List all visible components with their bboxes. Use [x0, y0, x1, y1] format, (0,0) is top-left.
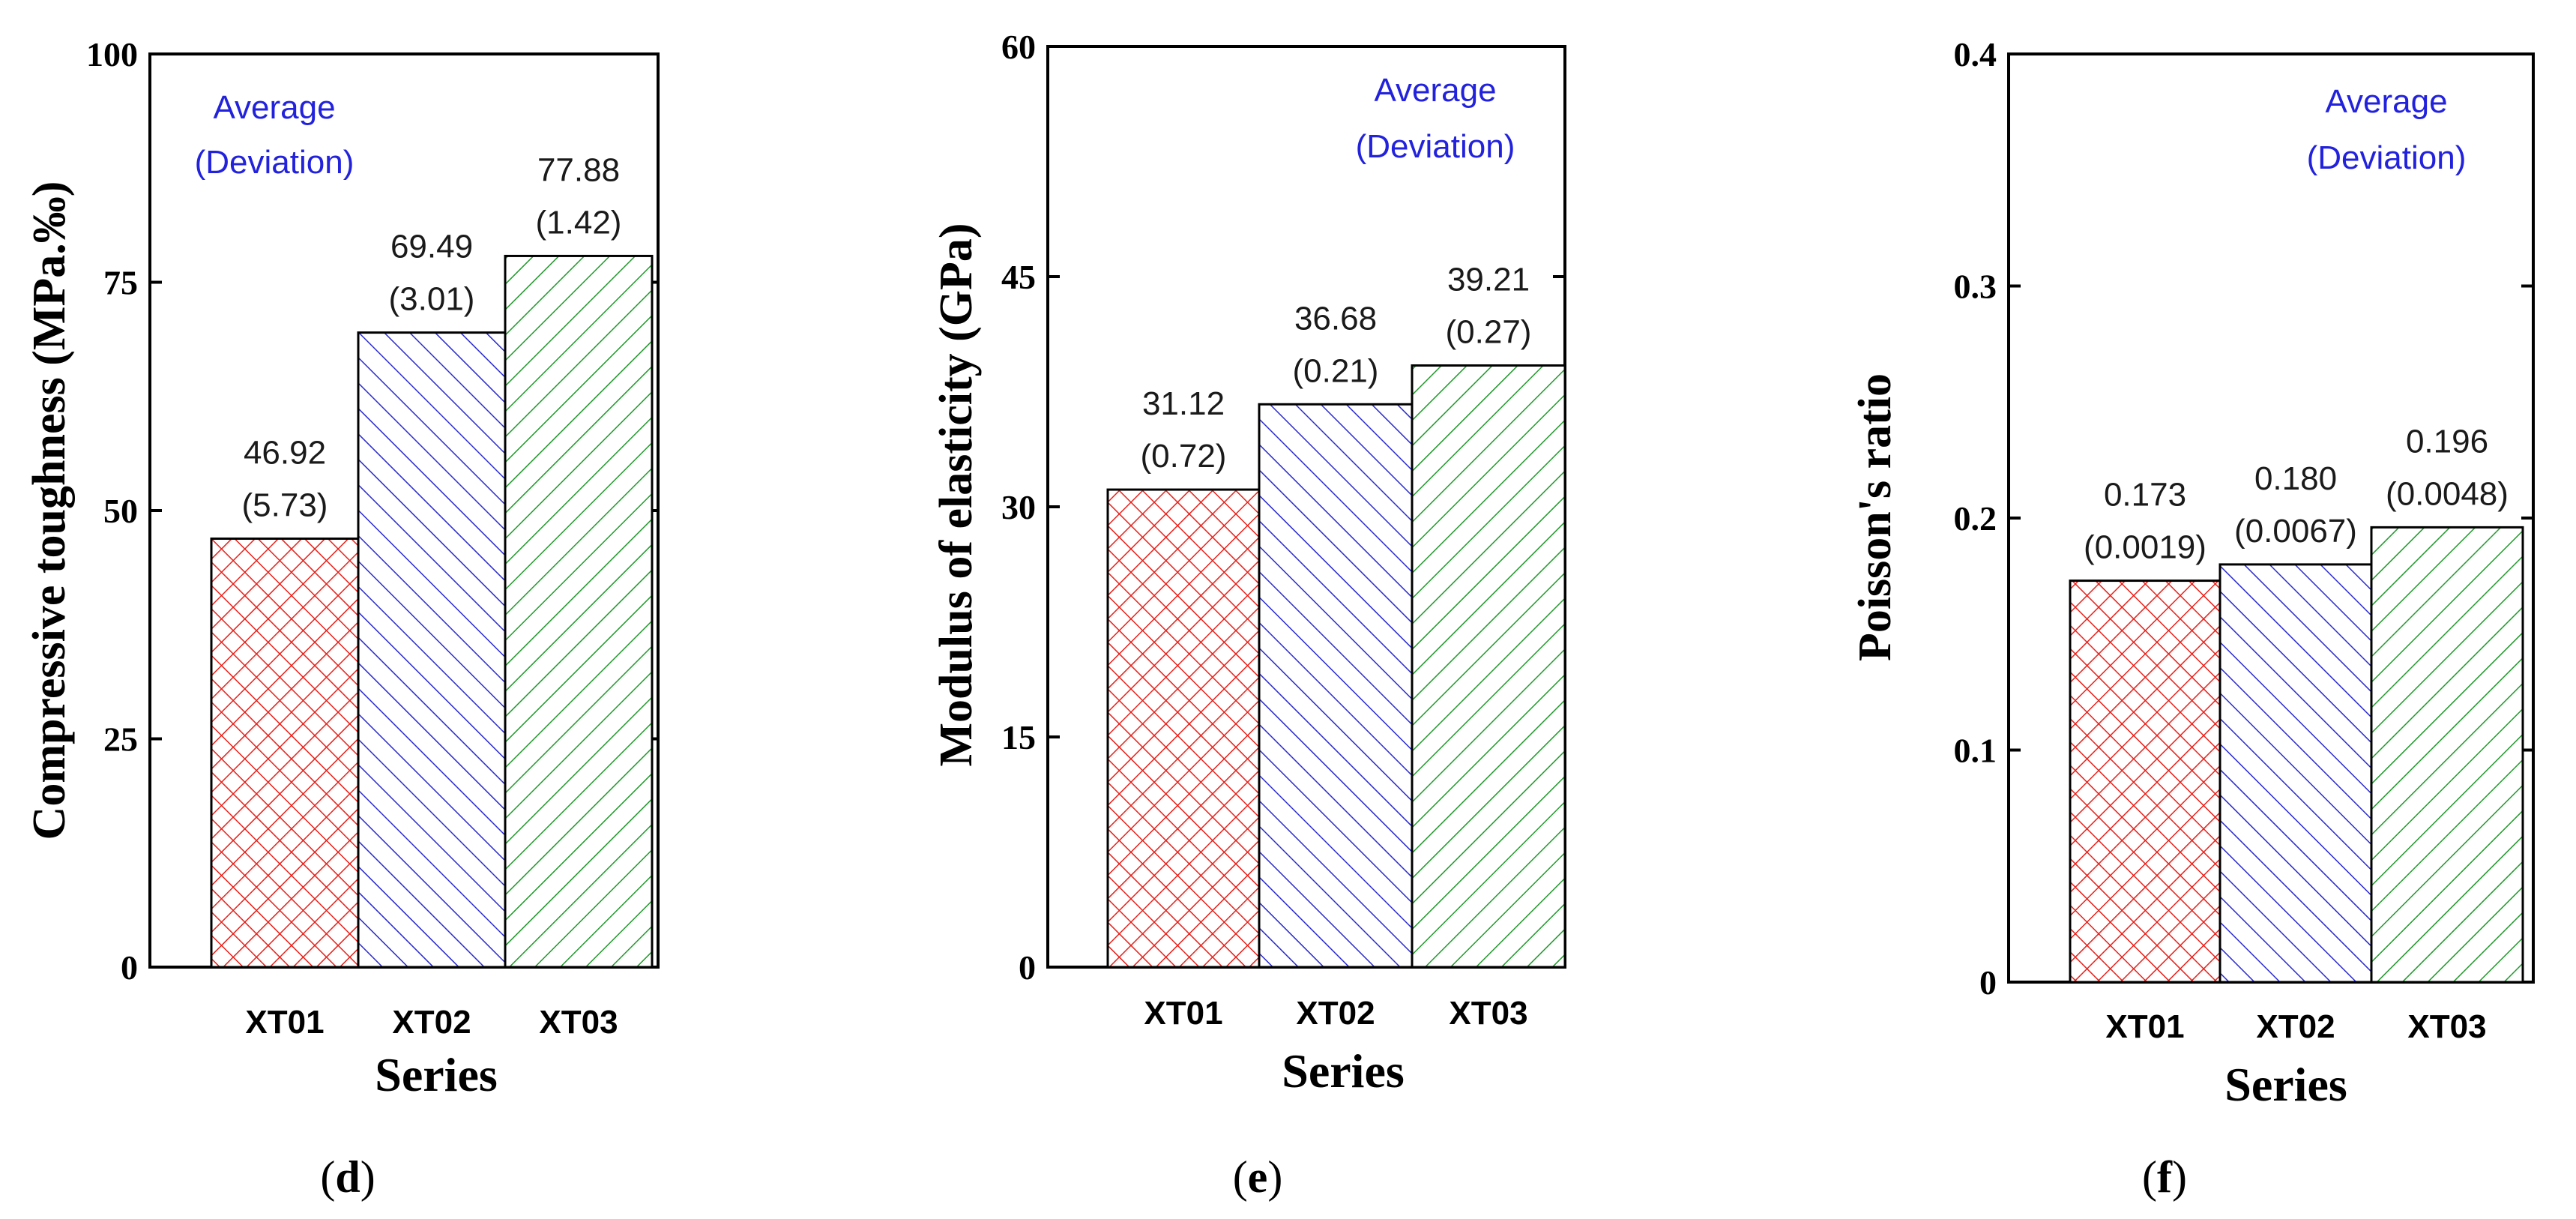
y-tick-label-e-0: 0 [1019, 948, 1036, 987]
bar-e-xt02 [1258, 403, 1414, 969]
deviation-label-e-2: (0.27) [1446, 314, 1532, 351]
bar-d-xt01 [210, 538, 360, 969]
y-tick-label-d-0: 0 [121, 948, 138, 987]
y-tick-label-e-4: 60 [1001, 28, 1036, 66]
value-label-e-2: 39.21 [1447, 262, 1530, 298]
chart-panel-d: 0 25 50 75 100 46.92 (5.73) XT01 69.49 (3.01) XT02… [24, 35, 660, 1202]
x-axis-label-e: Series [1282, 1044, 1405, 1098]
value-label-e-0: 31.12 [1142, 385, 1225, 422]
x-tick-label-e-0: XT01 [1144, 995, 1222, 1032]
y-tick-label-e-2: 30 [1001, 488, 1036, 526]
value-label-d-2: 77.88 [537, 151, 620, 188]
deviation-label-d-1: (3.01) [389, 281, 475, 318]
y-tick-label-e-3: 45 [1001, 258, 1036, 296]
y-tick-label-d-1: 25 [103, 720, 138, 759]
value-label-f-0: 0.173 [2104, 477, 2186, 514]
value-label-e-1: 36.68 [1294, 300, 1377, 337]
y-tick-label-e-1: 15 [1001, 718, 1036, 756]
panel-label-d: (d) [320, 1152, 375, 1202]
y-tick-label-f-1: 0.1 [1954, 732, 1997, 770]
x-tick-label-f-2: XT03 [2407, 1008, 2486, 1045]
deviation-label-e-0: (0.72) [1141, 438, 1227, 475]
bar-f-xt03 [2370, 526, 2524, 984]
chart-panel-f: 0 0.1 0.2 0.3 0.4 0.173 (0.0019) XT01 0.180 (0.00… [1850, 35, 2535, 1202]
bar-f-xt01 [2069, 580, 2221, 984]
y-tick-label-d-3: 75 [103, 264, 138, 302]
value-label-f-2: 0.196 [2406, 423, 2488, 460]
y-tick-label-f-3: 0.3 [1954, 268, 1997, 306]
panel-label-e: (e) [1233, 1152, 1283, 1202]
bar-d-xt02 [357, 331, 507, 969]
y-tick-label-d-4: 100 [86, 35, 138, 73]
y-axis-label-f: Poisson's ratio [1850, 373, 1901, 661]
bar-e-xt03 [1411, 364, 1566, 969]
deviation-label-d-2: (1.42) [536, 204, 622, 241]
value-label-d-0: 46.92 [244, 435, 326, 472]
legend-deviation-f: (Deviation) [2307, 139, 2467, 176]
x-tick-label-f-1: XT02 [2256, 1008, 2335, 1045]
x-tick-label-f-0: XT01 [2105, 1008, 2184, 1045]
y-axis-label-d: Compressive toughness (MPa.‰) [24, 181, 75, 840]
legend-deviation-e: (Deviation) [1356, 128, 1515, 165]
value-label-d-1: 69.49 [390, 229, 473, 265]
panel-label-f: (f) [2142, 1152, 2187, 1202]
deviation-label-f-2: (0.0048) [2386, 475, 2509, 512]
x-axis-label-f: Series [2224, 1058, 2347, 1111]
y-tick-label-f-2: 0.2 [1954, 499, 1997, 538]
deviation-label-e-1: (0.21) [1293, 352, 1379, 389]
x-tick-label-d-0: XT01 [245, 1004, 324, 1041]
y-tick-label-f-4: 0.4 [1954, 35, 1997, 73]
chart-panel-e: 0 15 30 45 60 31.12 (0.72) XT01 36.68 (0.21) XT02 3… [931, 28, 1566, 1202]
x-axis-label-d: Series [375, 1048, 498, 1101]
x-tick-label-e-1: XT02 [1296, 995, 1375, 1032]
deviation-label-f-1: (0.0067) [2234, 513, 2357, 550]
y-tick-label-f-0: 0 [1979, 963, 1997, 1002]
legend-deviation-d: (Deviation) [195, 144, 355, 181]
bar-e-xt01 [1106, 488, 1261, 969]
deviation-label-f-0: (0.0019) [2084, 529, 2207, 566]
y-tick-label-d-2: 50 [103, 492, 138, 530]
legend-average-d: Average [213, 89, 335, 126]
y-axis-label-e: Modulus of elasticity (GPa) [931, 223, 982, 767]
x-tick-label-d-2: XT03 [539, 1004, 618, 1041]
legend-average-f: Average [2325, 83, 2447, 120]
bar-d-xt03 [504, 254, 654, 969]
x-tick-label-d-1: XT02 [392, 1004, 471, 1041]
legend-average-e: Average [1374, 72, 1496, 109]
bar-f-xt02 [2218, 563, 2373, 984]
deviation-label-d-0: (5.73) [242, 487, 328, 524]
x-tick-label-e-2: XT03 [1449, 995, 1527, 1032]
value-label-f-1: 0.180 [2254, 460, 2337, 497]
